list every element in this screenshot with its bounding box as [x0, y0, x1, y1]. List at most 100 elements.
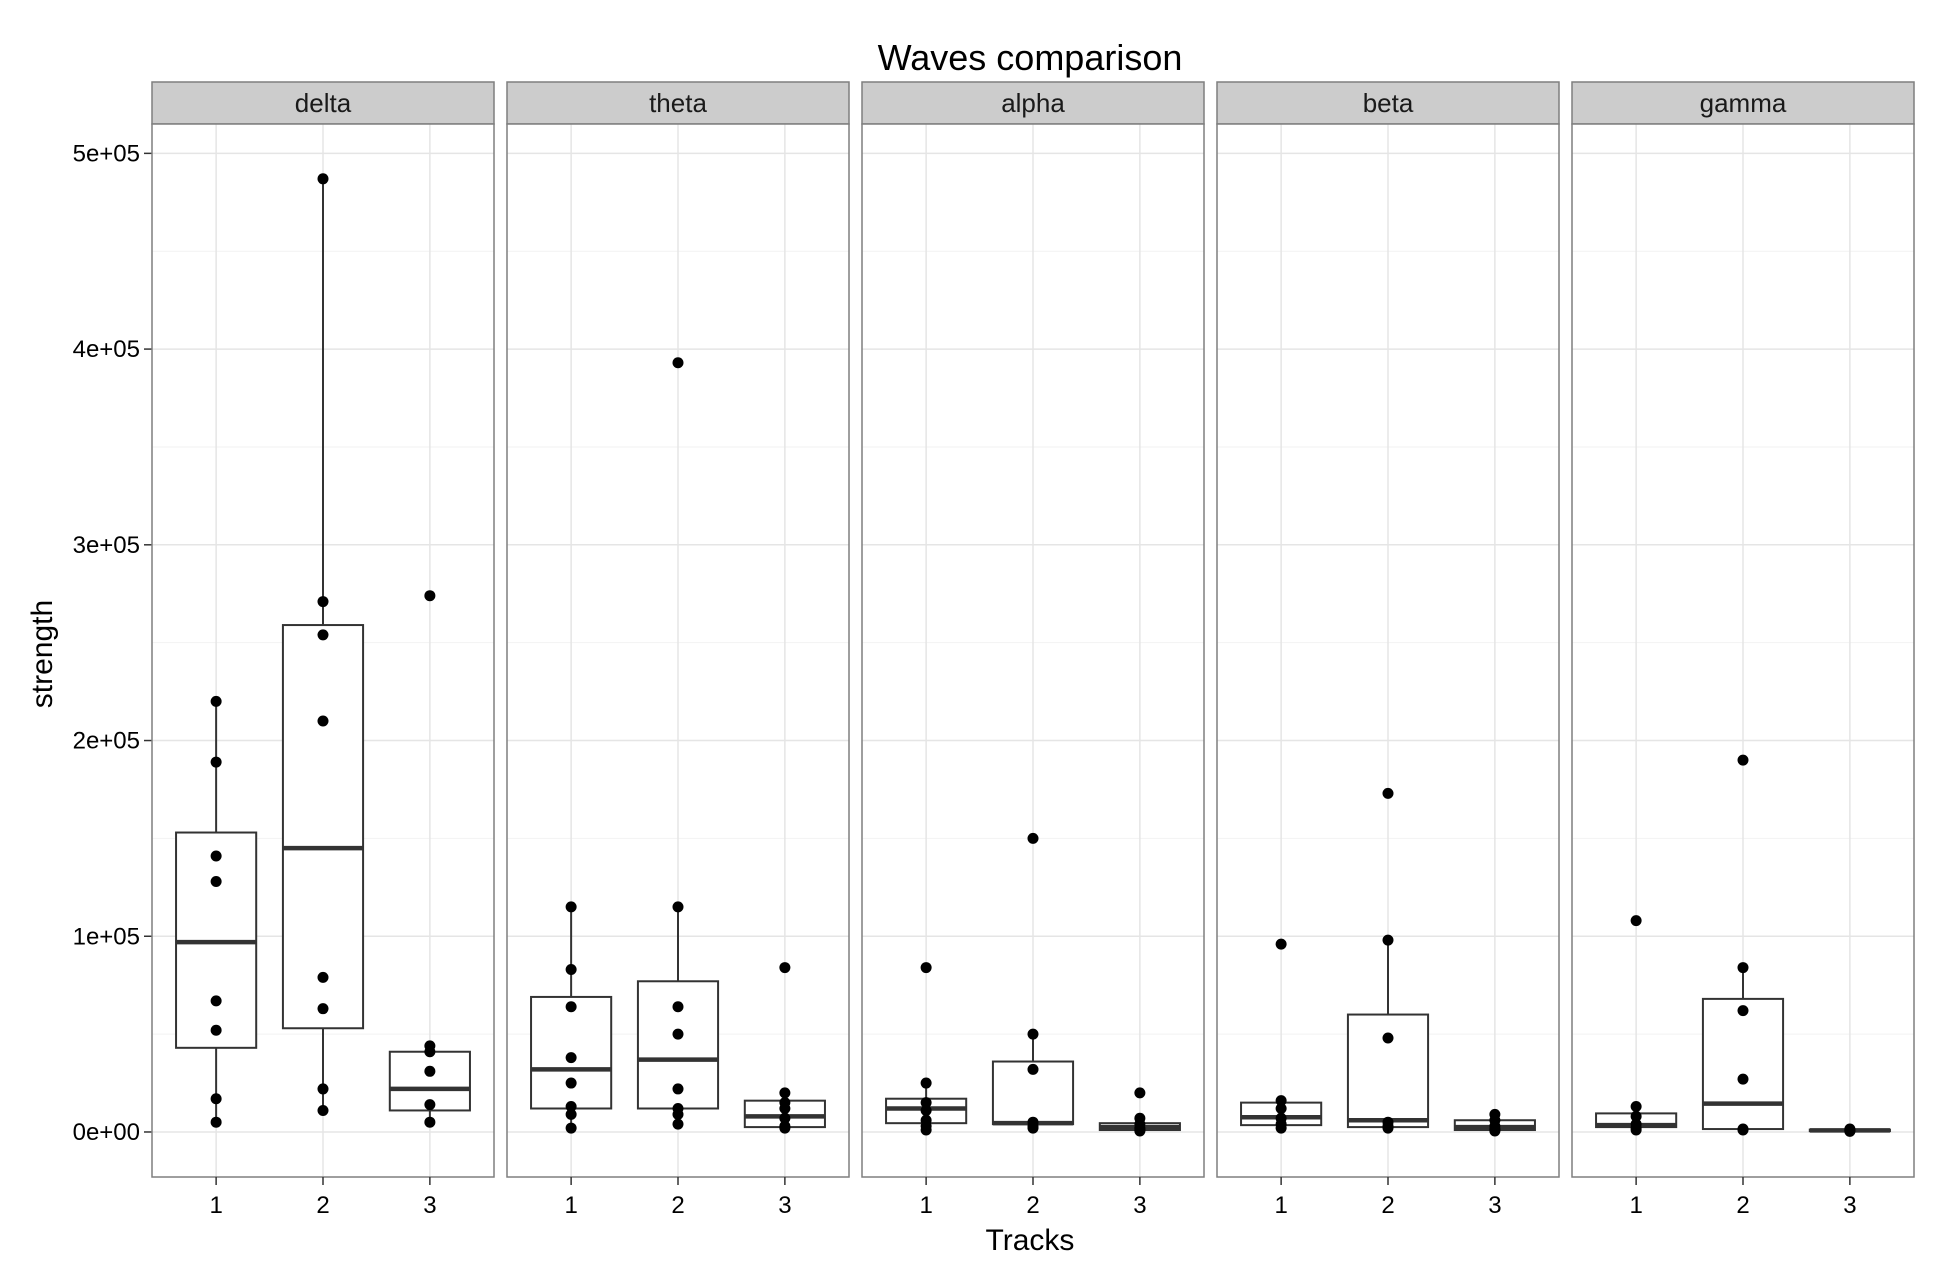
box-track-3 — [388, 590, 471, 1128]
y-tick-label: 2e+05 — [73, 728, 140, 755]
data-point — [424, 1065, 436, 1077]
data-point — [210, 1093, 222, 1105]
data-point — [920, 1104, 932, 1116]
box-track-2 — [1346, 787, 1430, 1134]
data-point — [210, 875, 222, 887]
data-point — [210, 995, 222, 1007]
box-track-2 — [636, 357, 720, 1130]
data-point — [672, 1108, 684, 1120]
data-point — [672, 1028, 684, 1040]
y-axis: 0e+00 1e+05 2e+05 3e+05 4e+05 5e+05 — [73, 140, 152, 1146]
data-point — [779, 1122, 791, 1134]
facet-panel-alpha: alpha 1 2 3 — [861, 81, 1205, 1219]
facet-panel-beta: beta 1 2 3 — [1216, 81, 1560, 1219]
data-point — [672, 1001, 684, 1013]
facet-panel-gamma: gamma 1 2 3 — [1571, 81, 1915, 1219]
data-point — [1134, 1125, 1146, 1137]
facet-strip — [506, 81, 850, 125]
box-track-2 — [281, 173, 365, 1116]
data-point — [1275, 1095, 1287, 1107]
data-point — [1382, 1032, 1394, 1044]
data-point — [1630, 1101, 1642, 1113]
data-point — [1737, 1005, 1749, 1017]
data-point — [779, 962, 791, 974]
box-track-3 — [743, 962, 826, 1134]
data-point — [779, 1112, 791, 1124]
box-track-3 — [1453, 1108, 1536, 1137]
x-tick-label: 2 — [1026, 1192, 1039, 1219]
data-point — [210, 756, 222, 768]
data-point — [317, 1083, 329, 1095]
x-tick-label: 2 — [671, 1192, 684, 1219]
x-tick-label: 2 — [1381, 1192, 1394, 1219]
x-tick-label: 1 — [1629, 1192, 1642, 1219]
x-tick-label: 1 — [919, 1192, 932, 1219]
box-body — [1346, 1013, 1430, 1129]
x-tick-label: 1 — [209, 1192, 222, 1219]
x-tick-label: 2 — [1736, 1192, 1749, 1219]
x-tick-label: 3 — [423, 1192, 436, 1219]
data-point — [565, 1052, 577, 1064]
y-axis-title: strength — [26, 600, 59, 708]
data-point — [1737, 1124, 1749, 1136]
data-point — [1275, 1102, 1287, 1114]
data-point — [317, 596, 329, 608]
data-point — [1275, 938, 1287, 950]
data-point — [672, 357, 684, 369]
data-point — [672, 901, 684, 913]
data-point — [672, 1118, 684, 1130]
facet-strip-label: alpha — [1001, 88, 1065, 118]
data-point — [565, 1108, 577, 1120]
data-point — [1027, 832, 1039, 844]
box-body — [281, 624, 365, 1030]
data-point — [210, 1116, 222, 1128]
facet-strip-label: delta — [295, 88, 352, 118]
data-point — [565, 1077, 577, 1089]
data-point — [424, 1046, 436, 1058]
data-point — [317, 173, 329, 185]
data-point — [920, 1077, 932, 1089]
y-tick-label: 0e+00 — [73, 1119, 140, 1146]
chart-title: Waves comparison — [878, 37, 1183, 78]
data-point — [1027, 1063, 1039, 1075]
data-point — [424, 1116, 436, 1128]
facet-strip-label: beta — [1363, 88, 1414, 118]
facet-panel-theta: theta 1 2 3 — [506, 81, 850, 1219]
box-track-3 — [1808, 1123, 1891, 1137]
data-point — [317, 1104, 329, 1116]
data-point — [565, 1001, 577, 1013]
data-point — [424, 590, 436, 602]
data-point — [565, 901, 577, 913]
data-point — [920, 962, 932, 974]
data-point — [1382, 787, 1394, 799]
x-tick-label: 3 — [1843, 1192, 1856, 1219]
data-point — [779, 1102, 791, 1114]
data-point — [1027, 1028, 1039, 1040]
data-point — [1134, 1087, 1146, 1099]
data-point — [317, 629, 329, 641]
x-tick-label: 1 — [564, 1192, 577, 1219]
data-point — [565, 964, 577, 976]
data-point — [565, 1122, 577, 1134]
data-point — [210, 850, 222, 862]
x-tick-label: 1 — [1274, 1192, 1287, 1219]
data-point — [1737, 1073, 1749, 1085]
box-track-1 — [530, 901, 613, 1134]
y-tick-label: 4e+05 — [73, 336, 140, 363]
facet-strip — [861, 81, 1205, 125]
data-point — [1489, 1125, 1501, 1137]
data-point — [1382, 1122, 1394, 1134]
y-tick-label: 5e+05 — [73, 140, 140, 167]
data-point — [1382, 934, 1394, 946]
data-point — [1737, 754, 1749, 766]
facet-strip-label: gamma — [1700, 88, 1787, 118]
x-axis-title: Tracks — [986, 1224, 1075, 1257]
data-point — [920, 1124, 932, 1136]
data-point — [1630, 1124, 1642, 1136]
box-track-1 — [885, 962, 968, 1136]
facet-strip — [1571, 81, 1915, 125]
facet-panels: delta 1 2 3 theta 1 2 3 alpha 1 2 3 beta 1 2 3 gamma 1 2 3 — [151, 81, 1915, 1219]
y-tick-label: 1e+05 — [73, 923, 140, 950]
x-tick-label: 3 — [1133, 1192, 1146, 1219]
